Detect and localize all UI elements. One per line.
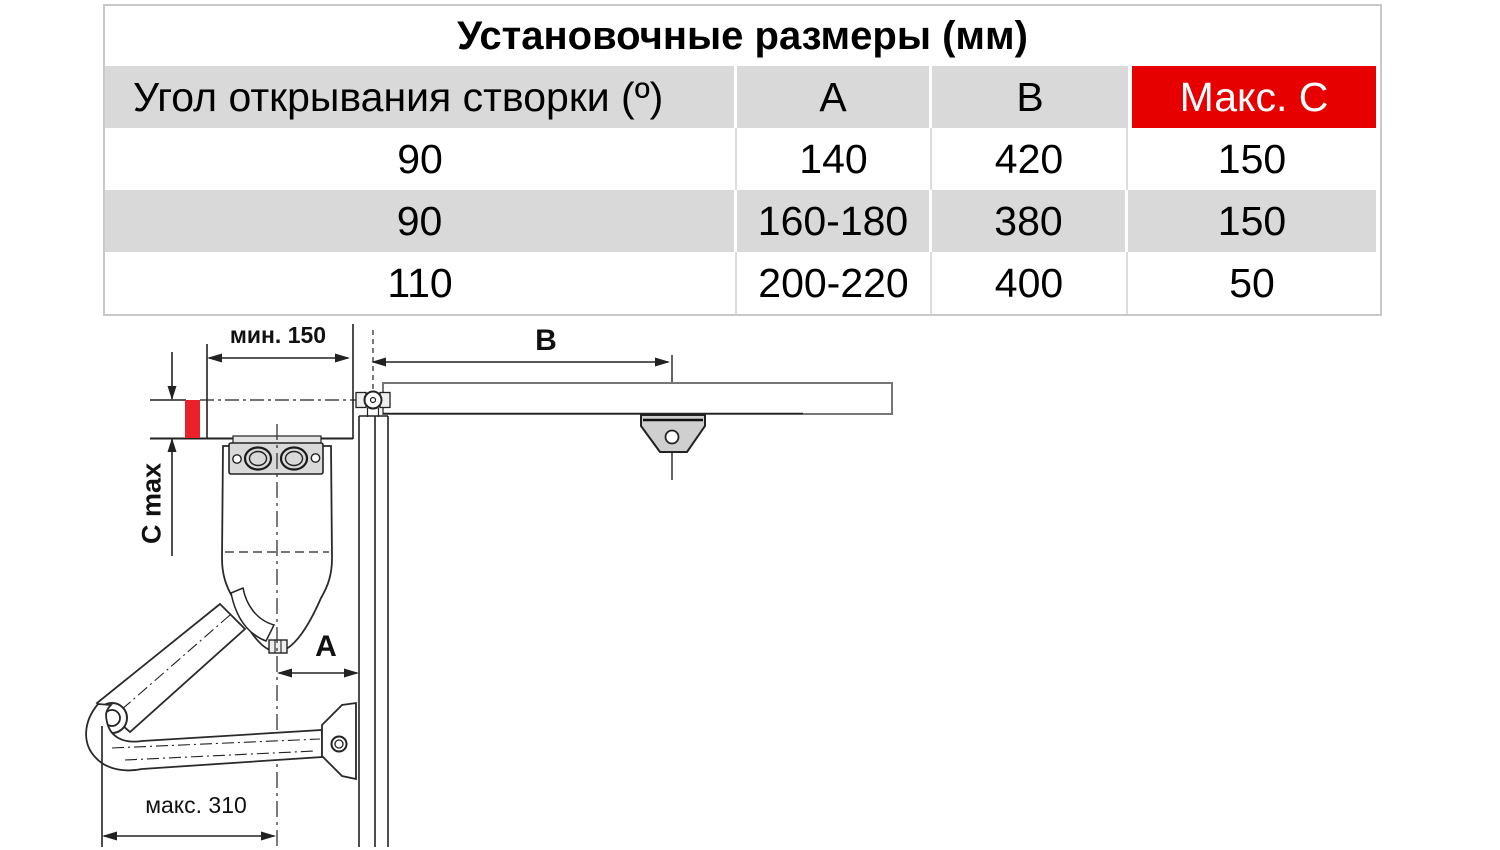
cell-a: 140	[737, 128, 932, 190]
cell-a: 200-220	[737, 252, 932, 314]
cell-max-c: 150	[1128, 190, 1376, 252]
cell-b: 400	[932, 252, 1128, 314]
cell-max-c: 150	[1128, 128, 1376, 190]
dim-label-max-310: макс. 310	[145, 792, 247, 818]
dim-label-c-max: C max	[136, 462, 167, 545]
col-header-b: B	[932, 66, 1128, 128]
dimensions-table: Установочные размеры (мм) Угол открывани…	[103, 4, 1382, 316]
dim-label-a: A	[315, 630, 337, 663]
cell-b: 380	[932, 190, 1128, 252]
dim-label-b: B	[535, 324, 557, 357]
table-row: 90 160-180 380 150	[105, 190, 1380, 252]
gate-operator-drawing	[85, 324, 893, 848]
c-gap-highlight	[185, 400, 200, 438]
table-row: 110 200-220 400 50	[105, 252, 1380, 314]
col-header-max-c: Макс. C	[1128, 66, 1376, 128]
cell-angle: 90	[105, 128, 737, 190]
cell-a: 160-180	[737, 190, 932, 252]
table-row: 90 140 420 150	[105, 128, 1380, 190]
table-title: Установочные размеры (мм)	[105, 6, 1380, 66]
cell-b: 420	[932, 128, 1128, 190]
cell-max-c: 50	[1128, 252, 1376, 314]
col-header-opening-angle: Угол открывания створки (º)	[105, 66, 737, 128]
cell-angle: 110	[105, 252, 737, 314]
table-header-row: Угол открывания створки (º) A B Макс. C	[105, 66, 1380, 128]
dim-label-min-150: мин. 150	[229, 322, 327, 348]
col-header-a: A	[737, 66, 932, 128]
cell-angle: 90	[105, 190, 737, 252]
